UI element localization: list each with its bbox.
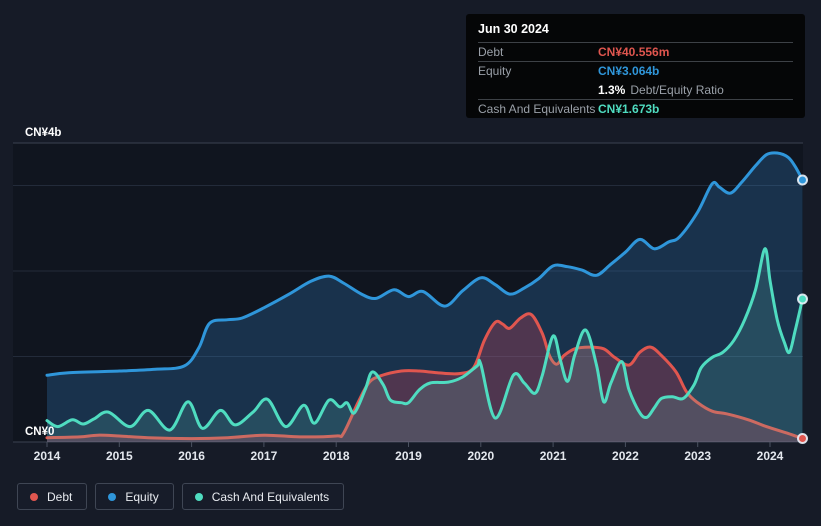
tooltip-row-debt: Debt CN¥40.556m bbox=[478, 42, 793, 61]
debt-end-marker bbox=[797, 433, 808, 444]
tooltip-row-cash: Cash And Equivalents CN¥1.673b bbox=[478, 99, 793, 118]
x-tick-label: 2021 bbox=[540, 449, 567, 463]
debt-area bbox=[47, 313, 803, 442]
tooltip-date: Jun 30 2024 bbox=[478, 22, 549, 36]
legend: Debt Equity Cash And Equivalents bbox=[17, 483, 345, 510]
tooltip-equity-label: Equity bbox=[478, 64, 512, 78]
x-tick-label: 2015 bbox=[106, 449, 133, 463]
x-tick-label: 2017 bbox=[251, 449, 278, 463]
x-tick-label: 2020 bbox=[467, 449, 494, 463]
tooltip-row-ratio: 1.3% Debt/Equity Ratio bbox=[478, 80, 793, 99]
tooltip-debt-value: CN¥40.556m bbox=[598, 45, 670, 59]
tooltip-debt-label: Debt bbox=[478, 45, 504, 59]
legend-chip-debt[interactable]: Debt bbox=[17, 483, 88, 510]
x-tick-label: 2024 bbox=[757, 449, 784, 463]
tooltip-equity-value: CN¥3.064b bbox=[598, 64, 660, 78]
legend-chip-cash[interactable]: Cash And Equivalents bbox=[181, 483, 345, 510]
tooltip-row-equity: Equity CN¥3.064b bbox=[478, 61, 793, 80]
tooltip-cash-label: Cash And Equivalents bbox=[478, 102, 596, 116]
legend-equity-label: Equity bbox=[125, 489, 159, 504]
cash-end-marker bbox=[797, 293, 808, 305]
x-tick-label: 2023 bbox=[684, 449, 711, 463]
legend-chip-equity[interactable]: Equity bbox=[95, 483, 174, 510]
tooltip-ratio-caption: Debt/Equity Ratio bbox=[630, 82, 724, 97]
equity-area bbox=[47, 152, 803, 442]
tooltip-cash-value: CN¥1.673b bbox=[598, 102, 660, 116]
x-tick-label: 2014 bbox=[34, 449, 61, 463]
y-axis-zero-label: CN¥0 bbox=[25, 426, 54, 438]
cash-dot-icon bbox=[194, 492, 203, 501]
debt-dot-icon bbox=[30, 492, 38, 501]
equity-line bbox=[45, 151, 804, 377]
tooltip-ratio-value: 1.3% bbox=[598, 82, 626, 97]
legend-debt-label: Debt bbox=[47, 489, 73, 504]
cash-line bbox=[45, 247, 804, 432]
x-tick-label: 2019 bbox=[395, 449, 422, 463]
equity-dot-icon bbox=[108, 492, 117, 501]
x-tick-label: 2016 bbox=[178, 449, 205, 463]
x-tick-label: 2022 bbox=[612, 449, 639, 463]
equity-end-marker bbox=[797, 174, 808, 186]
debt-line bbox=[45, 312, 804, 441]
chart-tooltip: Jun 30 2024 Debt CN¥40.556m Equity CN¥3.… bbox=[466, 14, 805, 118]
y-axis-max-label: CN¥4b bbox=[25, 127, 61, 139]
x-tick-label: 2018 bbox=[323, 449, 350, 463]
legend-cash-label: Cash And Equivalents bbox=[211, 489, 330, 504]
cash-area bbox=[47, 248, 803, 442]
plot-background[interactable] bbox=[13, 143, 803, 442]
